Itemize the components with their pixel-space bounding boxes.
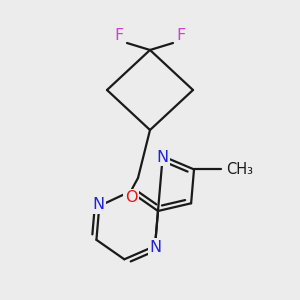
Text: F: F — [114, 28, 124, 43]
Text: N: N — [157, 150, 169, 165]
Text: N: N — [92, 197, 104, 212]
Text: N: N — [149, 239, 161, 254]
Text: O: O — [125, 190, 137, 206]
Text: CH₃: CH₃ — [226, 162, 253, 177]
Text: F: F — [176, 28, 186, 43]
Text: O: O — [125, 190, 137, 206]
